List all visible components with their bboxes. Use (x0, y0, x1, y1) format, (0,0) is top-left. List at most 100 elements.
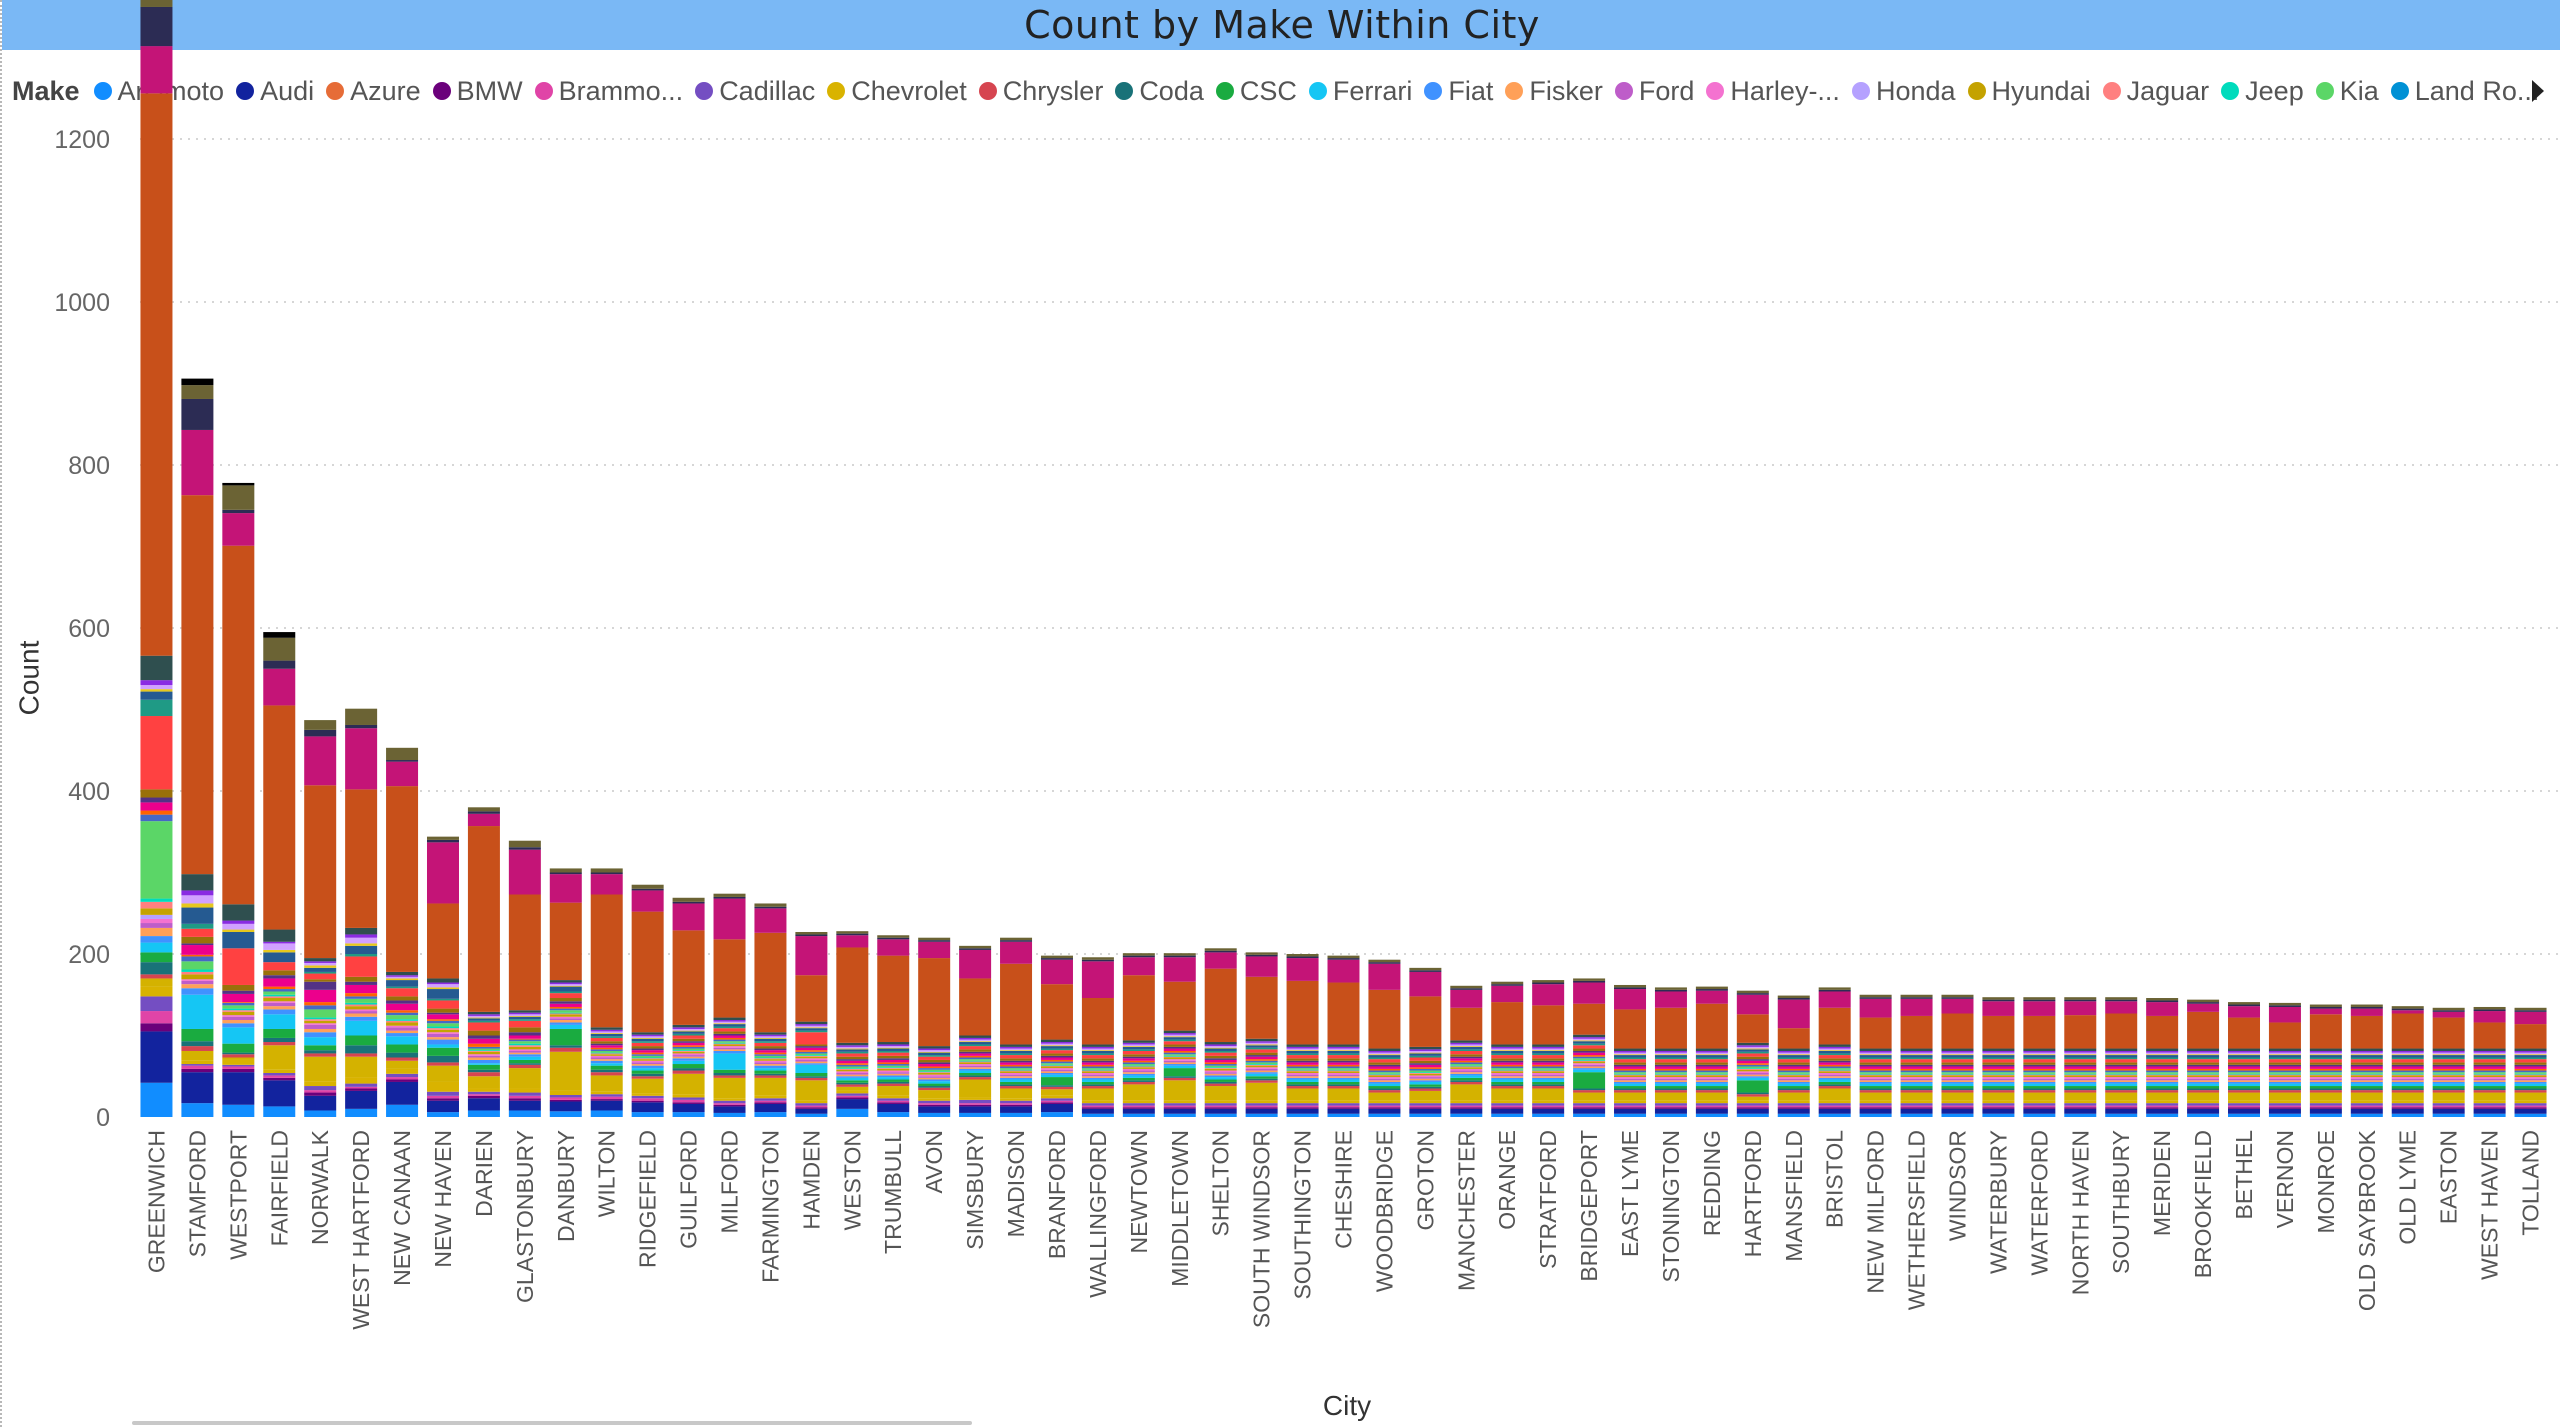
bar-segment[interactable] (426, 1065, 459, 1082)
bar-segment[interactable] (1491, 1044, 1524, 1047)
bar-segment[interactable] (754, 1036, 787, 1038)
bar-segment[interactable] (1532, 1079, 1565, 1082)
bar-segment[interactable] (1654, 1083, 1687, 1087)
bar-segment[interactable] (2309, 1008, 2342, 1015)
bar-segment[interactable] (222, 482, 255, 486)
bar-segment[interactable] (2228, 1113, 2261, 1117)
bar-segment[interactable] (2350, 1083, 2383, 1087)
bar-segment[interactable] (631, 1068, 664, 1071)
bar-segment[interactable] (304, 1086, 337, 1091)
bar-segment[interactable] (2473, 1073, 2506, 1075)
bar-segment[interactable] (1614, 984, 1647, 988)
bar-segment[interactable] (2391, 1008, 2424, 1011)
bar-segment[interactable] (918, 1079, 951, 1082)
bar-segment[interactable] (2350, 1066, 2383, 1069)
bar-segment[interactable] (2309, 1066, 2342, 1069)
bar-segment[interactable] (181, 874, 214, 891)
bar-segment[interactable] (713, 1106, 746, 1113)
bar-segment[interactable] (1573, 1045, 1606, 1049)
bar-stack[interactable] (549, 868, 582, 1117)
bar-segment[interactable] (1040, 1043, 1073, 1046)
bar-segment[interactable] (2105, 1001, 2138, 1014)
bar-segment[interactable] (631, 1036, 664, 1038)
bar-segment[interactable] (1654, 1088, 1687, 1091)
bar-segment[interactable] (713, 1033, 746, 1036)
bar-segment[interactable] (2309, 1103, 2342, 1106)
bar-segment[interactable] (795, 1061, 828, 1064)
bar-segment[interactable] (140, 1023, 173, 1032)
bar-segment[interactable] (1245, 1045, 1278, 1048)
bar-segment[interactable] (263, 1077, 296, 1081)
bar-segment[interactable] (2146, 1057, 2179, 1060)
bar-segment[interactable] (1900, 1088, 1933, 1091)
bar-segment[interactable] (1040, 1063, 1073, 1065)
bar-stack[interactable] (713, 893, 746, 1117)
bar-segment[interactable] (1532, 1053, 1565, 1056)
bar-segment[interactable] (1777, 1078, 1810, 1081)
bar-segment[interactable] (508, 1098, 541, 1101)
legend-item[interactable]: Ferrari (1308, 76, 1412, 107)
bar-segment[interactable] (2391, 1100, 2424, 1104)
bar-segment[interactable] (345, 937, 378, 944)
bar-segment[interactable] (2268, 1002, 2301, 1006)
bar-segment[interactable] (1163, 1046, 1196, 1049)
bar-segment[interactable] (1081, 1105, 1114, 1108)
legend-item[interactable]: BMW (432, 76, 523, 107)
bar-segment[interactable] (467, 826, 500, 1012)
bar-segment[interactable] (631, 890, 664, 912)
bar-segment[interactable] (1982, 1074, 2015, 1076)
bar-segment[interactable] (1614, 1050, 1647, 1053)
bar-segment[interactable] (1450, 988, 1483, 990)
bar-segment[interactable] (549, 868, 582, 873)
bar-segment[interactable] (1532, 1048, 1565, 1051)
bar-segment[interactable] (1736, 1103, 1769, 1106)
bar-segment[interactable] (1614, 1105, 1647, 1108)
bar-segment[interactable] (2350, 1062, 2383, 1065)
bar-segment[interactable] (1368, 1073, 1401, 1075)
bar-segment[interactable] (836, 1093, 869, 1096)
bar-segment[interactable] (304, 729, 337, 737)
bar-segment[interactable] (713, 1104, 746, 1107)
bar-segment[interactable] (1736, 1053, 1769, 1057)
bar-segment[interactable] (713, 1100, 746, 1104)
bar-segment[interactable] (2064, 1088, 2097, 1091)
bar-stack[interactable] (1040, 955, 1073, 1117)
bar-segment[interactable] (2268, 1086, 2301, 1089)
bar-segment[interactable] (386, 1027, 419, 1031)
bar-segment[interactable] (1736, 1063, 1769, 1065)
bar-segment[interactable] (877, 1068, 910, 1071)
bar-segment[interactable] (1409, 1072, 1442, 1074)
bar-segment[interactable] (1859, 1066, 1892, 1069)
bar-segment[interactable] (1532, 1077, 1565, 1080)
bar-segment[interactable] (877, 1077, 910, 1080)
bar-segment[interactable] (1532, 1060, 1565, 1063)
bar-segment[interactable] (1900, 1108, 1933, 1114)
bar-segment[interactable] (2268, 1072, 2301, 1074)
bar-segment[interactable] (549, 1097, 582, 1100)
bar-segment[interactable] (304, 1050, 337, 1054)
bar-segment[interactable] (426, 1055, 459, 1063)
bar-segment[interactable] (2023, 1108, 2056, 1114)
bar-segment[interactable] (1000, 937, 1033, 941)
bar-segment[interactable] (1204, 1059, 1237, 1063)
bar-segment[interactable] (1777, 1113, 1810, 1117)
bar-segment[interactable] (1409, 967, 1442, 971)
bar-segment[interactable] (426, 1000, 459, 1009)
bar-segment[interactable] (1736, 1094, 1769, 1097)
bar-segment[interactable] (1900, 1072, 1933, 1074)
bar-segment[interactable] (345, 789, 378, 928)
bar-segment[interactable] (1573, 1108, 1606, 1114)
bar-segment[interactable] (713, 1103, 746, 1105)
bar-segment[interactable] (1654, 1086, 1687, 1089)
bar-segment[interactable] (1614, 1073, 1647, 1075)
bar-segment[interactable] (181, 980, 214, 985)
bar-segment[interactable] (1327, 1050, 1360, 1051)
bar-segment[interactable] (2023, 1077, 2056, 1079)
bar-segment[interactable] (2309, 1073, 2342, 1075)
bar-segment[interactable] (345, 1013, 378, 1017)
bar-segment[interactable] (1000, 941, 1033, 964)
bar-stack[interactable] (877, 935, 910, 1117)
bar-segment[interactable] (549, 872, 582, 875)
bar-stack[interactable] (2023, 997, 2056, 1117)
